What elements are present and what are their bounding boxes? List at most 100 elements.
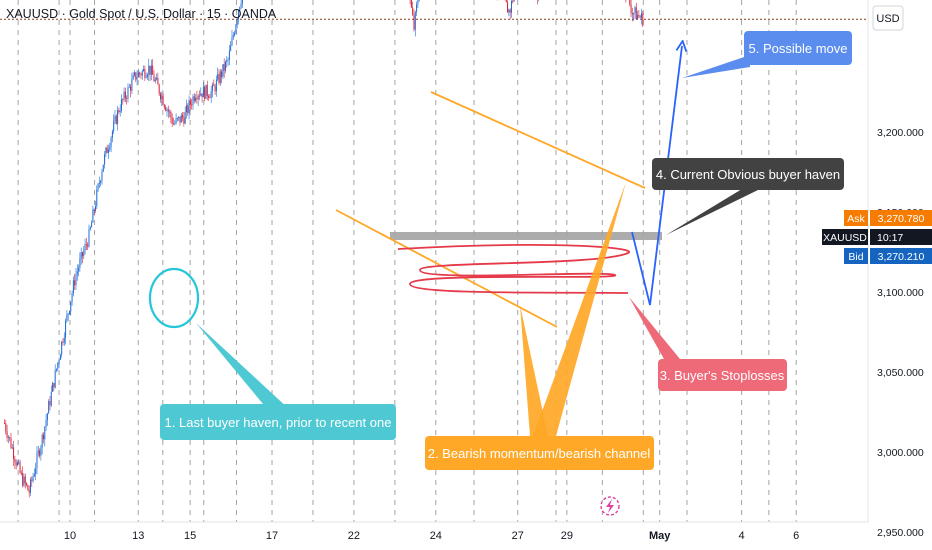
- candle-body: [11, 447, 13, 449]
- candle-body: [54, 370, 56, 388]
- symbol-tag: XAUUSD: [823, 232, 867, 244]
- candle-body: [208, 95, 210, 98]
- date-tick-label: 27: [512, 530, 524, 542]
- candle-body: [20, 472, 22, 474]
- callout-4[interactable]: 4. Current Obvious buyer haven: [652, 158, 844, 190]
- candle-body: [209, 97, 211, 99]
- candle-body: [124, 91, 126, 99]
- candle-body: [176, 118, 178, 119]
- callout-1[interactable]: 1. Last buyer haven, prior to recent one: [160, 404, 396, 440]
- candle-body: [22, 473, 24, 486]
- candle-body: [36, 452, 38, 469]
- candle-body: [132, 75, 134, 80]
- candle-body: [215, 79, 217, 92]
- candle-body: [507, 2, 509, 13]
- candle-body: [200, 93, 202, 96]
- candle-body: [231, 37, 233, 46]
- candle-body: [44, 426, 46, 440]
- candle-body: [84, 244, 86, 251]
- date-tick-labels: 10 13 15 17 22 24 27 29 May 4 6: [64, 530, 799, 542]
- candle-body: [93, 209, 95, 211]
- candle-body: [228, 51, 230, 60]
- candle-body: [171, 117, 173, 124]
- candle-body: [239, 6, 241, 11]
- time-axis[interactable]: [0, 522, 868, 550]
- candle-body: [206, 84, 208, 96]
- callout-3[interactable]: 3. Buyer's Stoplosses: [658, 359, 787, 391]
- candle-body: [410, 0, 412, 8]
- callout-5[interactable]: 5. Possible move: [744, 31, 852, 65]
- channel-bottom-line[interactable]: [335, 209, 558, 328]
- candle-body: [113, 121, 115, 132]
- candle-body: [110, 137, 112, 147]
- channel-top-line[interactable]: [430, 91, 646, 189]
- candle-body: [146, 74, 148, 77]
- candle-body: [508, 9, 510, 13]
- ask-label: Ask: [847, 213, 865, 225]
- prior-buyer-haven-circle[interactable]: [148, 267, 200, 329]
- candle-body: [154, 79, 156, 82]
- candle-body: [235, 25, 237, 34]
- candle-body: [163, 104, 165, 108]
- candle-body: [91, 222, 93, 228]
- candle-body: [55, 368, 57, 371]
- candle-body: [32, 476, 34, 481]
- currency-button[interactable]: [872, 5, 904, 31]
- candle-body: [89, 227, 91, 230]
- possible-move-path[interactable]: [631, 46, 682, 306]
- candle-body: [97, 183, 99, 190]
- candle-body: [153, 74, 155, 82]
- candle-body: [221, 71, 223, 77]
- ask-badge: Ask 3,270.780: [844, 210, 932, 226]
- current-buyer-haven-zone[interactable]: [390, 232, 662, 240]
- candle-body: [67, 313, 69, 315]
- symbol-badge: XAUUSD 10:17: [822, 229, 932, 245]
- candle-body: [31, 479, 33, 481]
- stoploss-zigzag[interactable]: [397, 244, 631, 294]
- candle-body: [217, 74, 219, 80]
- candle-body: [59, 354, 61, 360]
- candle-body: [192, 96, 194, 106]
- candle-body: [85, 244, 87, 246]
- candle-body: [193, 96, 195, 101]
- callout-2[interactable]: 2. Bearish momentum/bearish channel: [425, 436, 654, 470]
- currency-label: USD: [876, 13, 899, 25]
- date-tick-label: 22: [348, 530, 360, 542]
- candle-body: [88, 229, 90, 247]
- candle-body: [115, 115, 117, 124]
- candle-body: [219, 71, 221, 83]
- candle-body: [223, 64, 225, 71]
- date-tick-label: 6: [793, 530, 799, 542]
- candle-body: [218, 74, 220, 83]
- candle-body: [145, 76, 147, 78]
- candle-body: [201, 93, 203, 98]
- date-tick-label: 15: [184, 530, 196, 542]
- candle-body: [640, 13, 642, 18]
- candle-body: [76, 271, 78, 275]
- candle-body: [135, 72, 137, 80]
- candle-body: [80, 252, 82, 259]
- candle-body: [179, 116, 181, 123]
- candle-body: [188, 100, 190, 114]
- candle-body: [196, 97, 198, 100]
- candle-body: [48, 401, 50, 414]
- candle-body: [169, 111, 171, 113]
- candle-body: [105, 147, 107, 155]
- callout-1-pointer: [196, 323, 290, 410]
- callout-1-text: 1. Last buyer haven, prior to recent one: [165, 415, 392, 430]
- ask-value: 3,270.780: [878, 213, 925, 225]
- candle-body: [81, 252, 83, 257]
- lightning-icon[interactable]: [600, 496, 620, 516]
- callout-5-text: 5. Possible move: [749, 41, 848, 56]
- price-candles: [3, 0, 644, 498]
- candle-body: [29, 479, 31, 493]
- candle-body: [165, 107, 167, 111]
- candle-body: [35, 468, 37, 474]
- candle-body: [42, 434, 44, 440]
- candle-body: [23, 476, 25, 486]
- candle-body: [174, 123, 176, 125]
- date-tick-label: 13: [132, 530, 144, 542]
- candle-body: [140, 74, 142, 76]
- candle-body: [197, 95, 199, 100]
